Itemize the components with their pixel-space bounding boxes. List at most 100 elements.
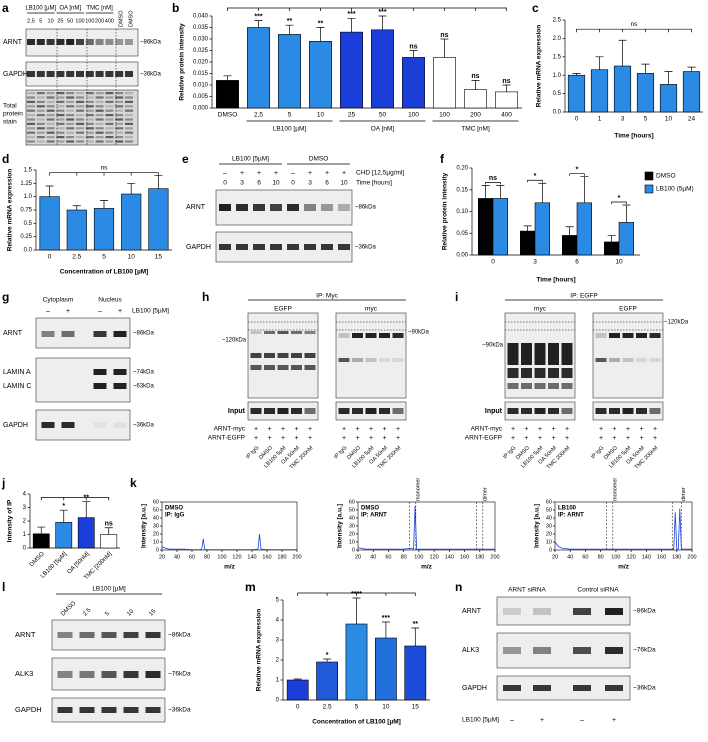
bracket — [485, 182, 501, 185]
band — [548, 343, 559, 365]
lane-label: 100 — [85, 18, 94, 24]
band — [66, 100, 75, 103]
band — [27, 131, 35, 134]
x-tick-label: 180 — [277, 554, 286, 560]
y-tick-label: 0.015 — [193, 71, 209, 77]
band — [56, 71, 65, 77]
y-axis-label: Intensity [a.u.] — [534, 504, 541, 548]
header: EGFP — [619, 306, 637, 313]
y-tick-label: 2.0 — [553, 36, 562, 42]
band — [76, 136, 84, 139]
y-tick-label: 20 — [153, 531, 159, 537]
row-label: ARNT — [15, 630, 36, 639]
band — [76, 118, 84, 121]
band — [338, 408, 350, 414]
x-tick-label: 80 — [204, 554, 210, 560]
error-bar — [37, 526, 46, 534]
lane-label: 100 — [75, 18, 84, 24]
panel-letter: c — [532, 1, 539, 15]
band — [622, 358, 634, 362]
sample-label: LB100 — [558, 506, 577, 512]
significance: * — [62, 503, 65, 510]
size-label: ~86kDa — [140, 40, 162, 46]
x-tick-label: 200 — [687, 554, 696, 560]
band — [125, 71, 133, 77]
panel-letter: j — [1, 476, 5, 490]
x-tick-label: 120 — [430, 554, 439, 560]
x-tick-label: 60 — [385, 554, 391, 560]
band — [125, 96, 133, 99]
y-tick-label: 50 — [349, 507, 355, 513]
band — [352, 408, 363, 414]
band — [115, 114, 124, 117]
x-tick-label: 0 — [575, 116, 579, 123]
error-bar — [595, 56, 604, 70]
band — [264, 331, 275, 334]
band — [27, 39, 35, 45]
x-tick-label: 180 — [475, 554, 484, 560]
x-axis-label: m/z — [618, 564, 630, 571]
sign: + — [294, 426, 298, 433]
band — [46, 105, 55, 108]
x-tick-label: 2.5 — [72, 254, 81, 261]
band — [548, 383, 559, 389]
band — [85, 140, 94, 143]
treatment-label: CHD [12,5µg/ml] — [356, 170, 404, 177]
band — [66, 122, 75, 125]
significance: ns — [471, 73, 479, 80]
band — [291, 353, 302, 358]
band — [338, 204, 350, 211]
band — [503, 685, 521, 691]
band — [561, 343, 573, 365]
y-axis-label: Intensity [a.u.] — [141, 504, 148, 548]
size-label: ~86kDa — [355, 205, 377, 211]
band — [365, 358, 377, 362]
band — [533, 608, 551, 615]
band — [115, 96, 124, 99]
y-tick-label: 0.25 — [20, 234, 32, 240]
band — [250, 365, 262, 370]
band — [105, 136, 114, 139]
x-tick-label: 400 — [501, 112, 512, 119]
y-tick-label: 0.0 — [24, 248, 33, 254]
band — [115, 92, 124, 95]
lane-label: 15 — [148, 608, 157, 617]
band — [115, 118, 124, 121]
row-label: LAMIN A — [3, 369, 31, 376]
significance: *** — [378, 9, 386, 16]
band — [56, 96, 65, 99]
sign: + — [382, 435, 386, 442]
x-tick-label: 100 — [439, 112, 450, 119]
significance: * — [326, 652, 329, 659]
band — [534, 408, 546, 414]
y-tick-label: 0.000 — [193, 106, 209, 112]
error-bar — [572, 73, 581, 76]
band — [649, 333, 661, 338]
sign: – — [223, 170, 227, 177]
sign: + — [612, 717, 616, 724]
y-tick-label: 1.25 — [20, 181, 32, 187]
size-label: ~36kDa — [355, 245, 377, 251]
y-axis-label: Relative mRNA expression — [256, 609, 263, 692]
x-tick-label: 10 — [382, 704, 390, 711]
band — [95, 127, 104, 130]
error-bar — [154, 174, 163, 189]
band — [145, 632, 161, 638]
band — [46, 136, 55, 139]
panel-letter: b — [172, 1, 179, 15]
sign: + — [551, 426, 555, 433]
sample-label: IP: IgG — [165, 513, 185, 519]
band — [304, 353, 316, 358]
band — [115, 127, 124, 130]
band — [79, 671, 95, 678]
y-tick-label: 0.0 — [553, 110, 562, 116]
x-tick-label: 5 — [102, 254, 106, 261]
x-tick-label: 1 — [598, 116, 602, 123]
bar — [340, 31, 363, 109]
band — [548, 368, 559, 378]
bar — [433, 57, 456, 109]
sign: + — [612, 435, 616, 442]
band — [85, 114, 94, 117]
band — [507, 408, 519, 414]
region-label: monomer — [415, 478, 421, 501]
